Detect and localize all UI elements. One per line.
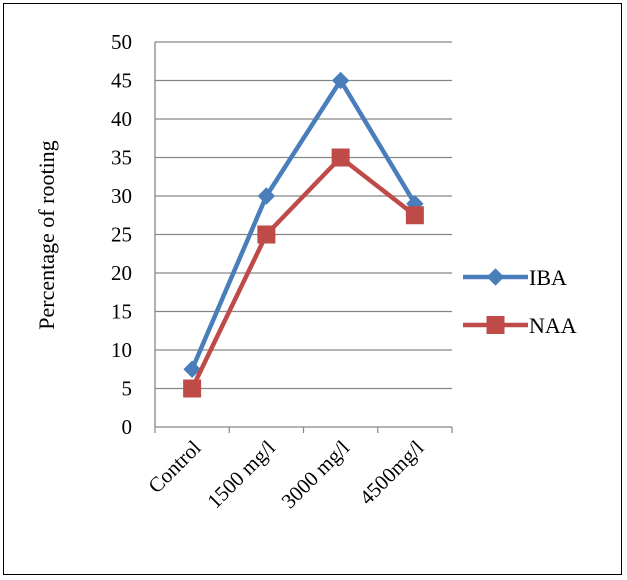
legend: IBA NAA [463,265,577,338]
y-tick-labels: 0 5 10 15 20 25 30 35 40 45 50 [111,30,132,439]
data-point [331,148,350,167]
y-tick-label: 45 [111,69,132,93]
series-line [190,78,417,371]
y-tick-label: 35 [111,146,132,170]
y-tick-label: 50 [111,30,132,54]
legend-label: IBA [529,265,567,290]
x-tick-label: 1500 mg/l [202,435,280,513]
y-tick-label: 0 [122,415,133,439]
data-point [331,71,350,90]
data-point [257,225,276,244]
y-tick-label: 5 [122,377,133,401]
y-tick-label: 40 [111,107,132,131]
series-naa [183,148,424,398]
legend-marker [486,316,505,334]
y-axis-title: Percentage of rooting [34,140,59,329]
series-layer [183,71,424,398]
data-point [257,187,276,205]
legend-label: NAA [529,313,577,338]
x-tick-label: 3000 mg/l [277,435,355,513]
series-line [190,155,417,390]
series-iba [183,71,424,378]
legend-item-iba: IBA [463,265,567,290]
legend-marker [486,268,505,286]
x-tick-label: 4500mg/l [355,435,429,509]
data-point [405,206,424,225]
data-point [183,379,202,398]
y-tick-label: 15 [111,300,132,324]
gridlines [155,41,452,390]
y-tick-label: 20 [111,261,132,285]
chart-frame [3,3,622,575]
x-tick-label: Control [143,435,205,497]
y-tick-label: 30 [111,184,132,208]
legend-item-naa: NAA [463,313,577,338]
data-point [183,360,201,378]
y-tick-label: 25 [111,223,132,247]
y-tick-label: 10 [111,338,132,362]
